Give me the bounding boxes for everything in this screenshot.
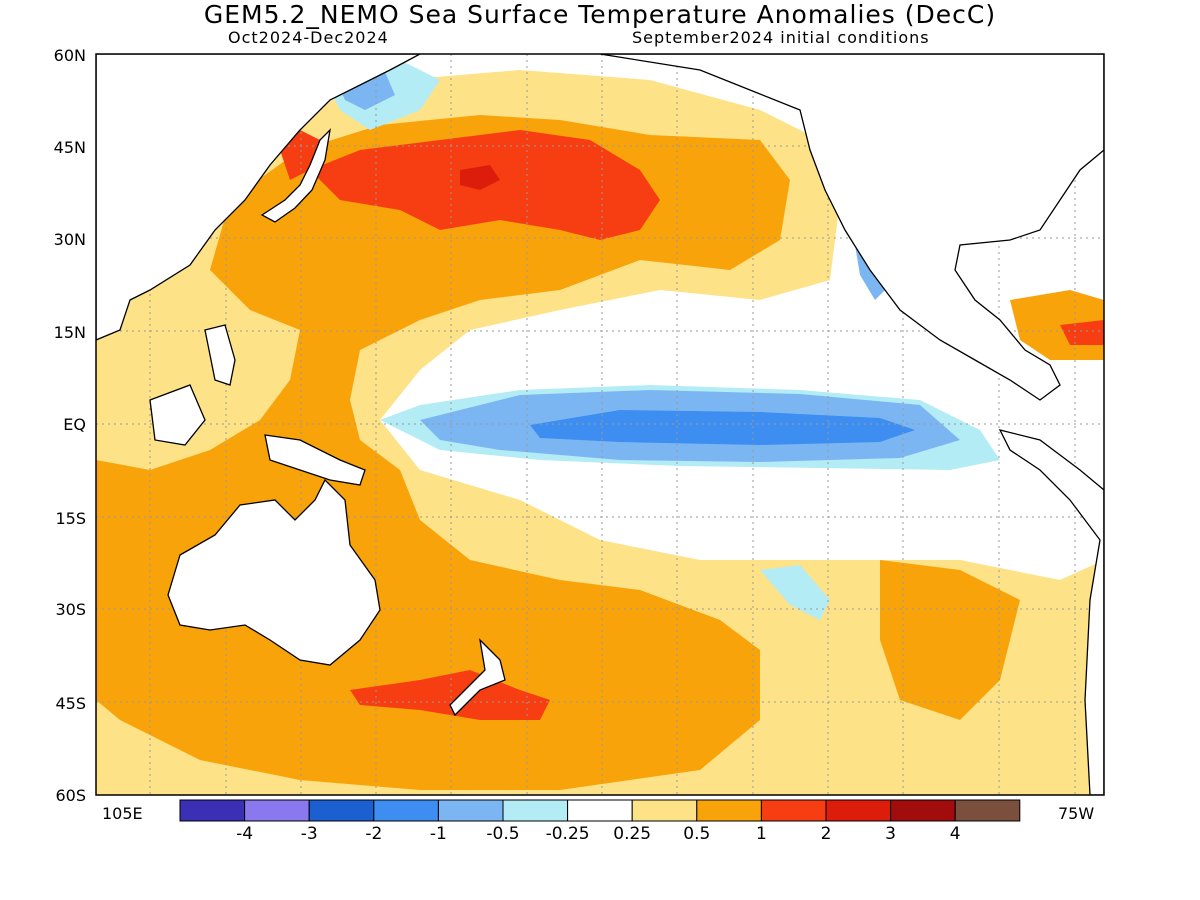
lat-label-45s: 45S xyxy=(55,694,86,713)
colorbar-swatch xyxy=(890,799,956,822)
colorbar-tick-label: 0.25 xyxy=(613,824,652,844)
anomaly-region-south-lightblue xyxy=(760,565,830,620)
colorbar-swatch xyxy=(760,799,827,822)
colorbar-swatch xyxy=(696,799,762,822)
lat-label-60s: 60S xyxy=(55,786,86,805)
colorbar xyxy=(179,799,1021,822)
anomaly-region-caribbean-red xyxy=(1060,320,1104,345)
colorbar-tick-label: 3 xyxy=(885,824,896,844)
landmass-philippines xyxy=(204,324,236,386)
colorbar-tick-label: -1 xyxy=(429,824,447,844)
initial-conditions: September2024 initial conditions xyxy=(632,28,930,47)
anomaly-region-core-darkred xyxy=(460,165,500,190)
map-title: GEM5.2_NEMO Sea Surface Temperature Anom… xyxy=(203,0,997,29)
colorbar-swatch xyxy=(308,799,375,822)
landmass-australia xyxy=(167,478,381,666)
anomaly-region-se-orange xyxy=(880,560,1020,720)
colorbar-tick-label: -0.5 xyxy=(486,824,520,844)
colorbar-swatch xyxy=(502,799,569,822)
colorbar-swatch xyxy=(825,799,892,822)
landmass-asia xyxy=(96,54,421,341)
colorbar-swatch xyxy=(631,799,698,822)
colorbar-tick-label: 4 xyxy=(949,824,961,844)
colorbar-swatch xyxy=(437,799,504,822)
colorbar-swatch xyxy=(373,799,439,822)
landmass-south-america xyxy=(998,429,1104,795)
lon-label-75w: 75W xyxy=(1058,804,1095,823)
colorbar-swatch xyxy=(244,799,310,822)
colorbar-tick-label: -3 xyxy=(300,824,318,844)
colorbar-tick-label: 0.5 xyxy=(683,824,711,844)
lat-label-15s: 15S xyxy=(55,509,86,528)
lat-label-15n: 15N xyxy=(53,323,86,342)
colorbar-swatch xyxy=(179,799,246,822)
landmass-new-guinea xyxy=(264,434,366,486)
colorbar-tick-label: 1 xyxy=(755,824,767,844)
colorbar-swatch xyxy=(954,799,1021,822)
lat-label-60n: 60N xyxy=(53,46,86,65)
lat-label-45n: 45N xyxy=(53,138,86,157)
colorbar-tick-label: -2 xyxy=(365,824,383,844)
colorbar-tick-label: 2 xyxy=(820,824,832,844)
map-frame xyxy=(95,53,1105,796)
lat-label-eq: EQ xyxy=(63,415,86,434)
forecast-period: Oct2024-Dec2024 xyxy=(228,28,389,47)
colorbar-tick-label: -0.25 xyxy=(545,824,590,844)
colorbar-swatch xyxy=(567,799,633,822)
lat-label-30n: 30N xyxy=(53,230,86,249)
landmass-borneo xyxy=(149,384,206,446)
landmass-north-america xyxy=(599,54,1104,401)
landmass-new-zealand xyxy=(449,638,506,717)
lon-label-105e: 105E xyxy=(102,804,143,823)
landmass-japan xyxy=(260,128,331,223)
lat-label-30s: 30S xyxy=(55,600,86,619)
landmasses xyxy=(96,54,1104,795)
colorbar-tick-label: -4 xyxy=(236,824,254,844)
anomaly-region-eq-blue2 xyxy=(530,410,915,445)
